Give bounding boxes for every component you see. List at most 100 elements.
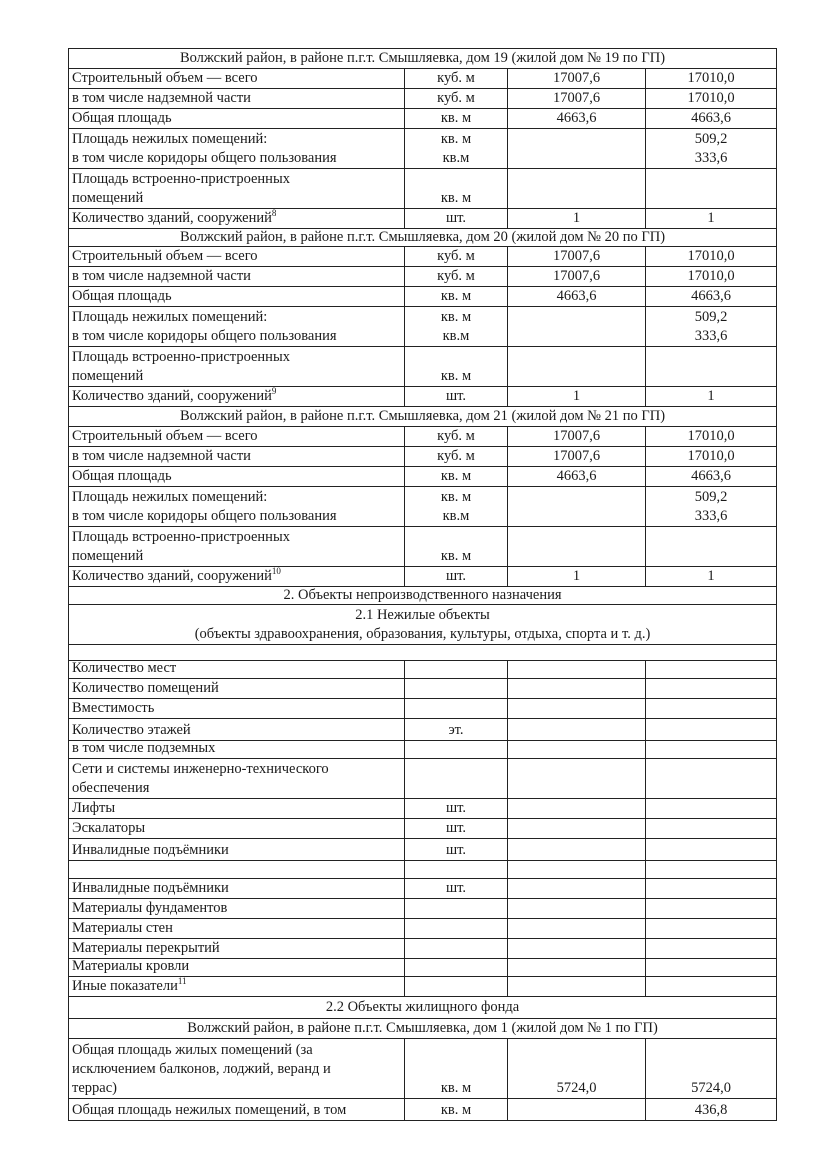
table-row: Инвалидные подъёмники шт. xyxy=(69,879,776,899)
cell-value: Инвалидные подъёмники xyxy=(72,880,229,896)
table-row: Материалы стен xyxy=(69,919,776,939)
unit-cell: кв. м xyxy=(405,347,508,386)
actual-value-cell: 1 xyxy=(646,387,776,406)
cell-text: в том числе надземной части xyxy=(72,267,401,286)
cell-value: 4663,6 xyxy=(691,468,731,484)
design-value-cell xyxy=(508,759,646,798)
indicator-cell: Площадь нежилых помещений: в том числе ко… xyxy=(69,487,405,526)
actual-value-cell xyxy=(646,699,776,718)
table-row: Общая площадь кв. м 4663,6 4663,6 xyxy=(69,287,776,307)
cell-text: шт. xyxy=(408,209,504,228)
cell-text: Площадь нежилых помещений: xyxy=(72,308,401,327)
design-value-cell: 17007,6 xyxy=(508,69,646,88)
indicator-cell: Количество этажей xyxy=(69,719,405,740)
design-value-cell: 17007,6 xyxy=(508,89,646,108)
unit-cell: шт. xyxy=(405,819,508,838)
cell-text: 4663,6 xyxy=(649,287,773,306)
table-row: Количество этажей эт. xyxy=(69,719,776,741)
indicator-cell: Количество зданий, сооружений10 xyxy=(69,566,405,586)
cell-value: 5724,0 xyxy=(691,1080,731,1096)
cell-text: Материалы кровли xyxy=(72,957,401,976)
unit-cell: шт. xyxy=(405,799,508,818)
cell-text: 509,2 xyxy=(649,130,773,149)
design-value-cell: 1 xyxy=(508,209,646,228)
cell-value: 333,6 xyxy=(694,150,728,166)
cell-text: помещений xyxy=(72,189,401,208)
design-value-cell: 17007,6 xyxy=(508,427,646,446)
cell-value: Количество помещений xyxy=(72,680,219,696)
cell-value: 17010,0 xyxy=(687,248,735,264)
cell-value: Площадь встроенно-пристроенных xyxy=(72,529,290,545)
table-row: Количество зданий, сооружений9 шт. 1 1 xyxy=(69,386,776,407)
cell-text: Эскалаторы xyxy=(72,819,401,838)
cell-text: 4663,6 xyxy=(511,109,642,128)
unit-cell xyxy=(405,939,508,958)
design-value-cell xyxy=(508,719,646,740)
cell-text: 17010,0 xyxy=(649,69,773,88)
cell-value: Количество зданий, сооружений xyxy=(72,388,272,404)
header-text: Волжский район, в районе п.г.т. Смышляев… xyxy=(179,408,666,424)
table-row: в том числе подземных xyxy=(69,740,776,759)
table-row: Материалы перекрытий xyxy=(69,939,776,959)
section-header: Волжский район, в районе п.г.т. Смышляев… xyxy=(69,49,776,68)
indicator-cell: Количество мест xyxy=(69,660,405,678)
header-text: Волжский район, в районе п.г.т. Смышляев… xyxy=(179,50,666,66)
cell-value: шт. xyxy=(445,210,467,226)
cell-text: Количество помещений xyxy=(72,679,401,698)
cell-text: Площадь нежилых помещений: xyxy=(72,488,401,507)
actual-value-cell xyxy=(646,347,776,386)
cell-value: 17007,6 xyxy=(552,70,601,86)
cell-text: 333,6 xyxy=(649,507,773,526)
table-row: Вместимость xyxy=(69,699,776,719)
cell-text: 4663,6 xyxy=(649,109,773,128)
design-value-cell xyxy=(508,1099,646,1120)
cell-value: кв. м xyxy=(440,131,472,147)
cell-text: Материалы стен xyxy=(72,919,401,938)
cell-value: Количество этажей xyxy=(72,722,191,738)
cell-value: Количество мест xyxy=(72,660,177,676)
cell-value: Эскалаторы xyxy=(72,820,146,836)
cell-value: Сети и системы инженерно-технического xyxy=(72,761,329,777)
actual-value-cell: 509,2 333,6 xyxy=(646,487,776,526)
cell-text: Площадь встроенно-пристроенных xyxy=(72,170,401,189)
cell-value: в том числе надземной части xyxy=(72,268,251,284)
cell-value: 17010,0 xyxy=(687,90,735,106)
cell-text: Материалы фундаментов xyxy=(72,899,401,918)
cell-text: кв.м xyxy=(408,327,504,346)
cell-text: 17007,6 xyxy=(511,447,642,466)
cell-value: кв. м xyxy=(440,368,472,384)
cell-value: куб. м xyxy=(437,248,475,264)
table-row: Строительный объем — всего куб. м 17007,6 1… xyxy=(69,247,776,267)
cell-text: 17007,6 xyxy=(511,247,642,266)
cell-text: в том числе надземной части xyxy=(72,447,401,466)
unit-cell: кв. м xyxy=(405,169,508,208)
cell-text: Площадь встроенно-пристроенных xyxy=(72,348,401,367)
actual-value-cell: 509,2 333,6 xyxy=(646,307,776,346)
section-header: Волжский район, в районе п.г.т. Смышляев… xyxy=(69,407,776,426)
unit-cell xyxy=(405,661,508,678)
cell-value: Общая площадь xyxy=(72,288,172,304)
cell-value: Материалы кровли xyxy=(72,958,190,974)
cell-text: Сети и системы инженерно-технического xyxy=(72,760,401,779)
table-row: Строительный объем — всего куб. м 17007,6 1… xyxy=(69,427,776,447)
cell-value: кв. м xyxy=(440,190,472,206)
document-table: Волжский район, в районе п.г.т. Смышляев… xyxy=(68,48,777,1121)
cell-text: в том числе надземной части xyxy=(72,89,401,108)
cell-value: Количество зданий, сооружений xyxy=(72,210,272,226)
cell-text: 1 xyxy=(649,209,773,228)
table-row: в том числе надземной части куб. м 17007,6… xyxy=(69,267,776,287)
cell-text: кв. м xyxy=(408,1101,504,1120)
cell-text: Площадь нежилых помещений: xyxy=(72,130,401,149)
cell-value: шт. xyxy=(445,388,467,404)
cell-value: помещений xyxy=(72,368,144,384)
cell-value: шт. xyxy=(445,842,467,858)
cell-value: куб. м xyxy=(437,448,475,464)
cell-text: 5724,0 xyxy=(511,1079,642,1098)
cell-text: 509,2 xyxy=(649,488,773,507)
indicator-cell: в том числе подземных xyxy=(69,740,405,758)
actual-value-cell xyxy=(646,959,776,976)
unit-cell: шт. xyxy=(405,839,508,860)
cell-value: 17007,6 xyxy=(552,248,601,264)
table-row: в том числе надземной части куб. м 17007,6… xyxy=(69,447,776,467)
cell-value: Площадь встроенно-пристроенных xyxy=(72,171,290,187)
